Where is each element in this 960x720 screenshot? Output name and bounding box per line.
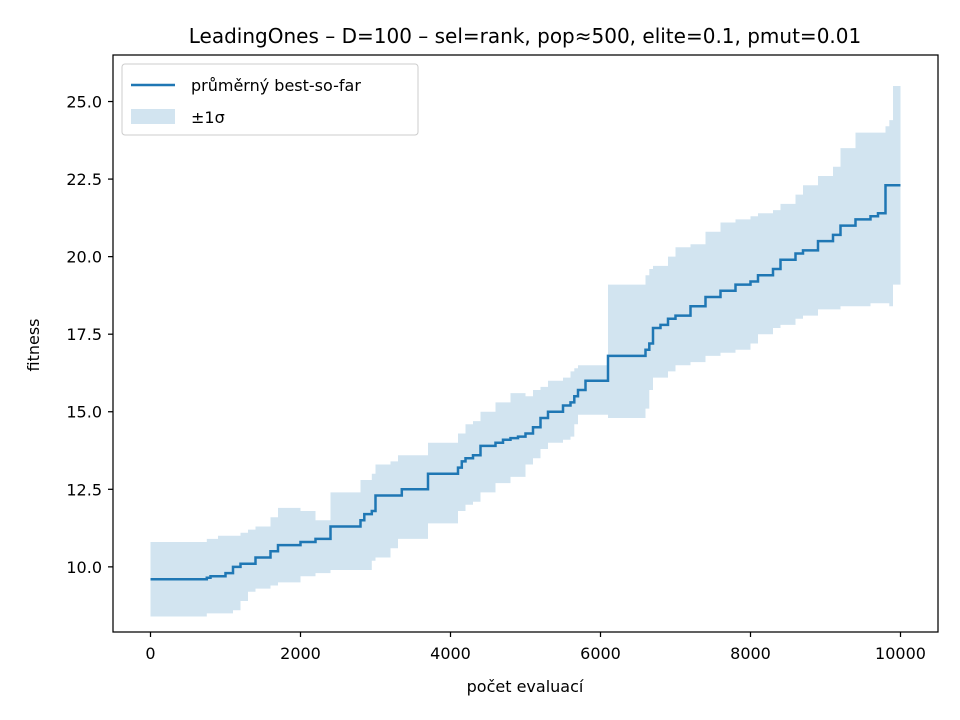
- x-tick-label: 0: [145, 644, 155, 663]
- x-tick-label: 10000: [875, 644, 926, 663]
- legend-label-band: ±1σ: [191, 108, 225, 127]
- x-axis-label: počet evaluací: [467, 677, 584, 696]
- std-band: [150, 86, 901, 617]
- mean-line: [150, 184, 901, 581]
- y-tick-label: 15.0: [66, 403, 102, 422]
- legend-band-swatch: [131, 109, 175, 124]
- y-tick-label: 22.5: [66, 170, 102, 189]
- x-tick-label: 4000: [430, 644, 471, 663]
- axes-frame: [112, 54, 939, 633]
- y-tick-label: 17.5: [66, 325, 102, 344]
- x-tick-label: 6000: [580, 644, 621, 663]
- x-tick-label: 8000: [730, 644, 771, 663]
- chart-title: LeadingOnes – D=100 – sel=rank, pop≈500,…: [189, 24, 861, 48]
- y-axis-label: fitness: [24, 318, 43, 371]
- legend: průměrný best-so-far ±1σ: [121, 63, 419, 136]
- y-axis-ticks: 10.0 12.5 15.0 17.5 20.0 22.5 25.0: [66, 93, 113, 577]
- x-tick-label: 2000: [280, 644, 321, 663]
- legend-box: [121, 63, 419, 136]
- legend-label-mean: průměrný best-so-far: [191, 76, 361, 95]
- plot-area: [150, 86, 901, 617]
- x-axis-ticks: 0 2000 4000 6000 8000 10000: [145, 632, 926, 663]
- y-tick-label: 10.0: [66, 558, 102, 577]
- y-tick-label: 25.0: [66, 93, 102, 112]
- y-tick-label: 12.5: [66, 480, 102, 499]
- y-tick-label: 20.0: [66, 248, 102, 267]
